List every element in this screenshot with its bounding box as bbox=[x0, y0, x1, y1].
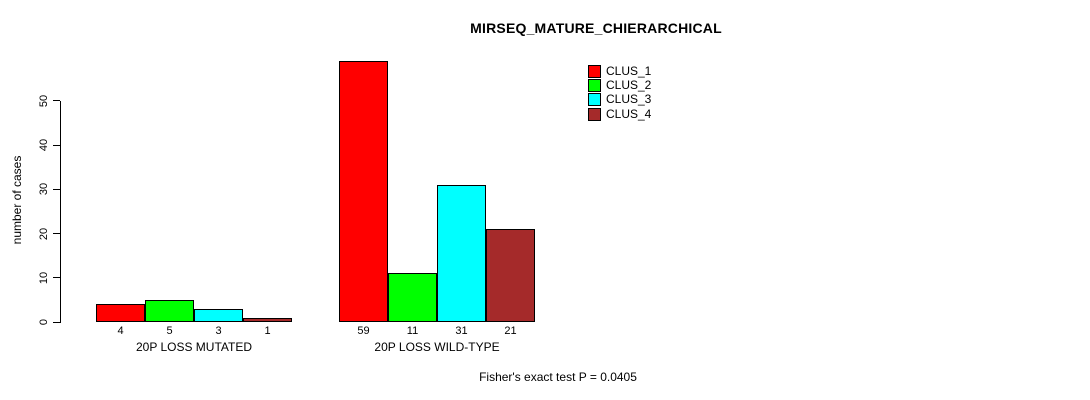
bar-clus_1-group2 bbox=[339, 61, 388, 322]
bar-value-label: 21 bbox=[504, 325, 517, 337]
y-axis-tick-label: 20 bbox=[38, 227, 50, 240]
y-axis-tick bbox=[53, 321, 60, 323]
bar-value-label: 31 bbox=[455, 325, 468, 337]
legend-swatch-clus_2 bbox=[588, 79, 601, 93]
y-axis-tick bbox=[53, 188, 60, 190]
legend-swatch-clus_1 bbox=[588, 65, 601, 78]
legend-label: CLUS_4 bbox=[606, 106, 652, 121]
bar-clus_4-group2 bbox=[486, 229, 535, 322]
chart-title: MIRSEQ_MATURE_CHIERARCHICAL bbox=[470, 20, 722, 36]
legend-label: CLUS_3 bbox=[606, 92, 652, 107]
y-axis-tick-label: 10 bbox=[38, 271, 50, 284]
legend-swatch-clus_4 bbox=[588, 107, 601, 121]
legend-label: CLUS_1 bbox=[606, 64, 652, 78]
y-axis-label: number of cases bbox=[10, 155, 24, 245]
x-axis-group-label: 20P LOSS MUTATED bbox=[135, 340, 253, 354]
legend-item-clus_2: CLUS_2 bbox=[588, 78, 652, 93]
footer-note: Fisher's exact test P = 0.0405 bbox=[479, 370, 637, 384]
bar-value-label: 59 bbox=[357, 325, 370, 337]
legend-item-clus_3: CLUS_3 bbox=[588, 92, 652, 107]
y-axis-tick-label: 0 bbox=[38, 318, 50, 326]
legend-label: CLUS_2 bbox=[606, 78, 652, 93]
bar-value-label: 3 bbox=[215, 325, 222, 337]
bar-value-label: 5 bbox=[166, 325, 173, 337]
bar-clus_2-group2 bbox=[388, 273, 437, 322]
bar-value-label: 4 bbox=[117, 325, 124, 337]
y-axis-tick-label: 40 bbox=[38, 138, 50, 152]
legend-item-clus_1: CLUS_1 bbox=[588, 65, 651, 78]
legend-item-clus_4: CLUS_4 bbox=[588, 106, 652, 121]
bar-clus_2-group1 bbox=[145, 300, 194, 322]
y-axis-tick-label: 30 bbox=[38, 183, 50, 196]
bar-value-label: 1 bbox=[264, 325, 271, 337]
bar-clus_1-group1 bbox=[96, 304, 145, 322]
y-axis-tick bbox=[53, 100, 60, 102]
y-axis-tick bbox=[53, 144, 60, 146]
bar-clus_3-group2 bbox=[437, 185, 486, 322]
bar-clus_4-group1 bbox=[243, 318, 292, 322]
y-axis-tick bbox=[53, 277, 60, 279]
bar-value-label: 11 bbox=[406, 325, 419, 337]
bar-clus_3-group1 bbox=[194, 309, 243, 322]
y-axis-tick bbox=[53, 233, 60, 235]
y-axis-line bbox=[60, 101, 61, 323]
legend-swatch-clus_3 bbox=[588, 93, 601, 107]
x-axis-group-label: 20P LOSS WILD-TYPE bbox=[374, 340, 500, 354]
y-axis-tick-label: 50 bbox=[38, 94, 50, 107]
